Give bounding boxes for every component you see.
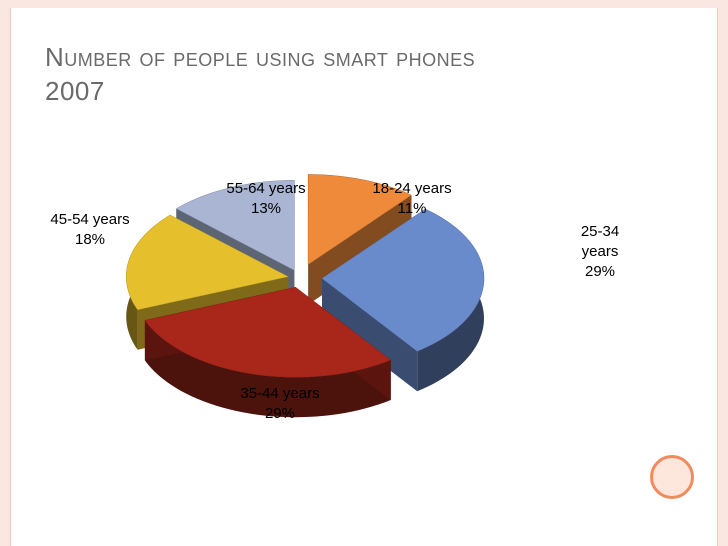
pie-label-2-line-3: 29% [585,263,615,280]
pie-label-1: 18-24 years 11% [372,180,451,217]
pie-slice-top-5 [175,180,295,271]
pie-slice-edge-2-1 [321,278,418,392]
pie-slice-2 [321,208,485,392]
pie-slice-side-3 [144,320,391,418]
left-border-decoration [0,0,11,546]
pie-slice-top-1 [307,174,412,265]
pie-slice-top-3 [144,286,392,378]
pie-label-2-line-1: 25-34 [581,223,619,240]
pie-label-4-line-2: 18% [75,231,105,248]
pie-label-5-line-2: 13% [251,200,281,217]
pie-label-3-line-1: 35-44 years [240,385,319,402]
right-border-decoration [717,0,728,546]
pie-slice-top-2 [321,208,485,352]
pie-label-1-line-1: 18-24 years [372,180,451,197]
pie-label-2: 25-34 years 29% [581,223,619,280]
pie-label-4: 45-54 years 18% [50,211,129,248]
slide-title-line2: 2007 [45,76,105,106]
slide-title-line1: Number of people using smart phones [45,42,476,72]
pie-label-5-line-1: 55-64 years [226,180,305,197]
pie-slice-top-4 [125,214,289,311]
slide-title: Number of people using smart phones 2007 [45,40,665,108]
pie-label-3-line-2: 29% [265,405,295,422]
pie-label-2-line-2: years [582,243,619,260]
top-border-decoration [10,0,718,8]
pie-labels: 18-24 years 11% 25-34 years 29% 35-44 years 29… [50,180,619,422]
pie-label-3: 35-44 years 29% [240,385,319,422]
pie-slices [125,174,485,418]
pie-label-5: 55-64 years 13% [226,180,305,217]
pie-slice-3 [144,286,392,418]
pie-label-1-line-2: 11% [398,200,427,217]
pie-label-4-line-1: 45-54 years [50,211,129,228]
decorative-circle-icon [650,455,694,499]
